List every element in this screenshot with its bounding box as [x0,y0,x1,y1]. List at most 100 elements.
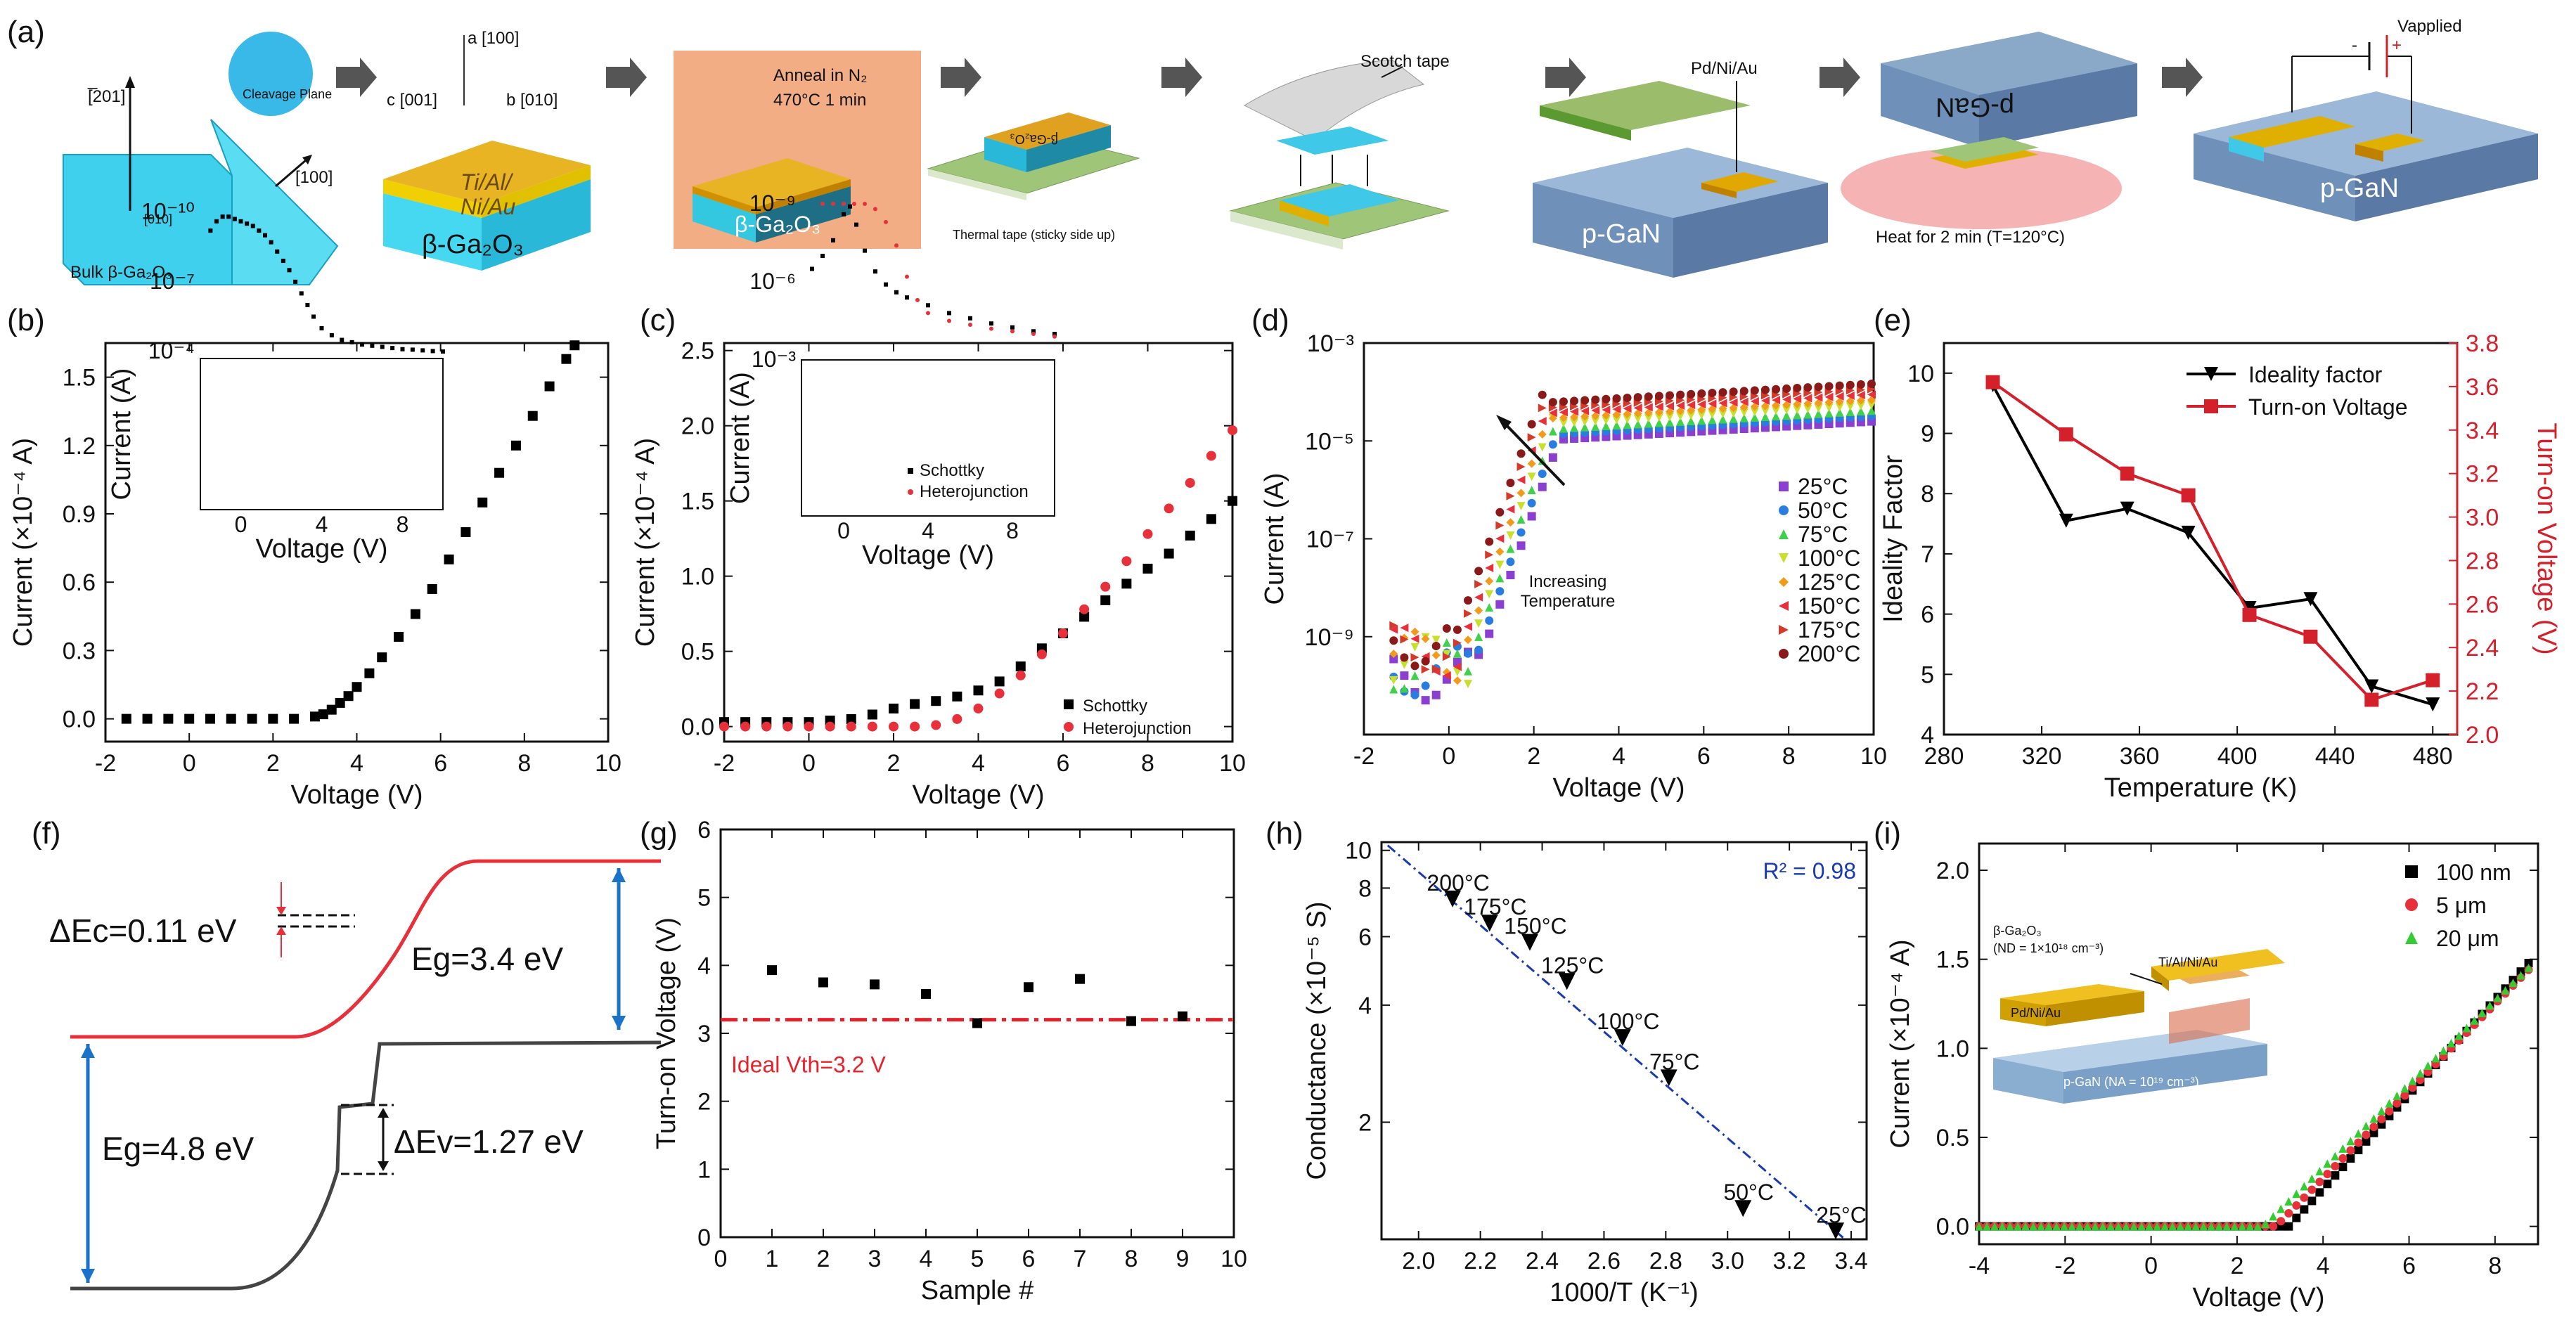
data-point [1612,405,1621,414]
data-point [1718,415,1727,424]
inset-point [1031,329,1036,334]
data-point [1580,396,1590,405]
inset-point [926,303,930,308]
data-point [1676,401,1685,410]
data-point [1570,407,1579,416]
inset-point [989,326,993,331]
panel-label-f: (f) [32,816,61,851]
legend-marker [1779,482,1789,491]
point-label: 200°C [1427,870,1489,896]
x-axis-label: Voltage (V) [2193,1283,2325,1312]
chart-e: 280 320 360 400 440 480 4 5 6 7 8 9 10 2.0 2.2 2.4 2.6 2.… [1879,330,2561,803]
dEc-label: ΔEc=0.11 eV [49,912,237,949]
panel-label-d: (d) [1251,303,1289,337]
x-tick-label: 0 [2144,1253,2158,1279]
x-tick-label: 3 [868,1246,882,1272]
x-tick-label: 0 [714,1246,728,1272]
data-point [1660,1069,1677,1087]
x-tick-label: 3.4 [1834,1248,1867,1274]
data-point [1814,393,1823,402]
data-point [1538,469,1547,478]
x-axis-label: 1000/T (K⁻¹) [1550,1278,1699,1307]
data-point [1538,417,1547,426]
y-tick-label: 0.6 [63,569,96,596]
data-point [2331,1151,2340,1161]
data-point [2400,1091,2409,1100]
pgan-flipped-label: p-GaN [1936,92,2014,122]
data-point [2431,1054,2440,1063]
data-point [2300,1182,2309,1191]
y-tick-label: 1.0 [1936,1035,1969,1062]
data-point [1506,505,1515,514]
inset-point [894,290,899,295]
data-point [2323,1170,2332,1179]
data-point [2315,1167,2324,1176]
data-point [1623,404,1632,413]
data-point [1760,396,1770,405]
data-point [1718,399,1727,408]
data-point [2269,1222,2278,1231]
data-point [318,709,328,720]
y-tick-label: 7 [1921,541,1934,568]
data-point [1803,404,1812,413]
x-tick-label: 3.2 [1772,1248,1805,1274]
inset-y-label: Current (A) [726,372,755,504]
inset-point [430,349,435,354]
data-point [2516,971,2525,980]
legend-marker [2204,399,2218,413]
data-point [427,583,437,594]
y-tick-label: 10⁻⁵ [1305,428,1354,455]
data-point [1708,404,1717,413]
x-tick-label: 10 [1860,743,1887,770]
data-point [1538,390,1547,399]
data-point [1760,401,1770,411]
data-point [889,703,899,713]
data-point [352,682,362,692]
x-tick-label: 2.4 [1526,1248,1559,1274]
data-point [1676,406,1685,415]
chart-c: -2 0 2 4 6 8 10 0.0 0.5 1.0 1.5 2.0 2.5 Voltage (V) Cu… [631,190,1246,810]
inset-point [340,337,344,342]
data-point [477,497,488,508]
data-point [2284,1209,2293,1218]
bulk-label: Bulk β-Ga₂O₃ [70,263,172,282]
dir-010-label: [010] [144,212,172,226]
data-point [1676,417,1685,426]
data-point [1867,379,1876,388]
y-tick-label: 4 [1921,722,1934,749]
data-point [1421,696,1430,705]
data-point [1739,397,1749,406]
inset-point [370,343,375,348]
data-point [1559,424,1568,433]
data-point [121,713,131,724]
data-point [1654,408,1663,417]
data-point [2242,607,2257,622]
inset-i-bottom-contact: Pd/Ni/Au [2011,1006,2061,1020]
a100-label: a [100] [468,29,519,48]
data-point [1570,418,1579,427]
data-point [1614,1029,1631,1047]
data-point [1058,628,1068,638]
data-point [1772,401,1781,410]
x-tick-label: 8 [1782,743,1796,770]
data-point [2400,1084,2409,1093]
y2-tick-label: 2.6 [2466,591,2499,618]
data-point [1824,403,1834,413]
data-point [1474,580,1483,589]
data-point [1718,409,1727,418]
data-point [1442,638,1451,647]
anneal-label-1: Anneal in N₂ [773,66,867,85]
cleavage-circle [228,32,313,116]
data-point [1442,671,1451,680]
plot-frame [1380,841,1868,1241]
inset-x-label: Voltage (V) [256,534,388,564]
process-flow: [̅201] [100] [010] Bulk β-Ga₂O₃ Cleavage… [63,17,2538,285]
data-point [2044,1222,2054,1231]
data-point [1548,398,1557,407]
data-point [2184,1222,2193,1231]
legend-label: 125°C [1798,569,1860,595]
data-point [1453,638,1462,647]
y-tick-label: 5 [697,885,711,912]
data-point [994,676,1005,687]
legend-label: Turn-on Voltage [2248,394,2408,420]
